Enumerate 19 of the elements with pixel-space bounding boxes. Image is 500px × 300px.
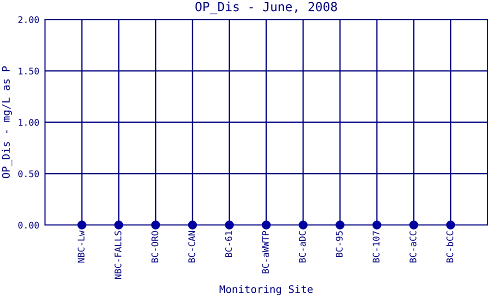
x-tick-label: NBC-FALLS (114, 231, 122, 279)
x-axis-title: Monitoring Site (220, 285, 313, 296)
x-tick-label: BC-ORO (151, 231, 158, 262)
y-axis-title: OP_Dis - mg/L as P (2, 66, 12, 178)
x-tick-label: BC-aWWTP (262, 230, 269, 274)
x-tick-label: BC-aDC (298, 231, 306, 262)
x-tick-label: NBC-Lw (78, 230, 85, 263)
y-tick-label: 2.00 (18, 16, 39, 24)
x-tick-label: BC-95 (336, 231, 343, 257)
x-tick-label: BC-CAN (188, 231, 196, 262)
chart-title: OP_Dis - June, 2008 (195, 2, 337, 14)
x-tick-label: BC-61 (225, 231, 232, 257)
x-tick-label: BC-aCC (410, 231, 416, 262)
x-tick-label: BC-bCC (446, 231, 454, 262)
y-tick-label: 1.00 (18, 119, 39, 126)
y-tick-label: 0.50 (18, 170, 39, 178)
y-tick-label: 1.50 (18, 68, 39, 74)
x-tick-label: BC-107 (372, 231, 380, 262)
y-tick-label: 0.00 (18, 222, 39, 229)
